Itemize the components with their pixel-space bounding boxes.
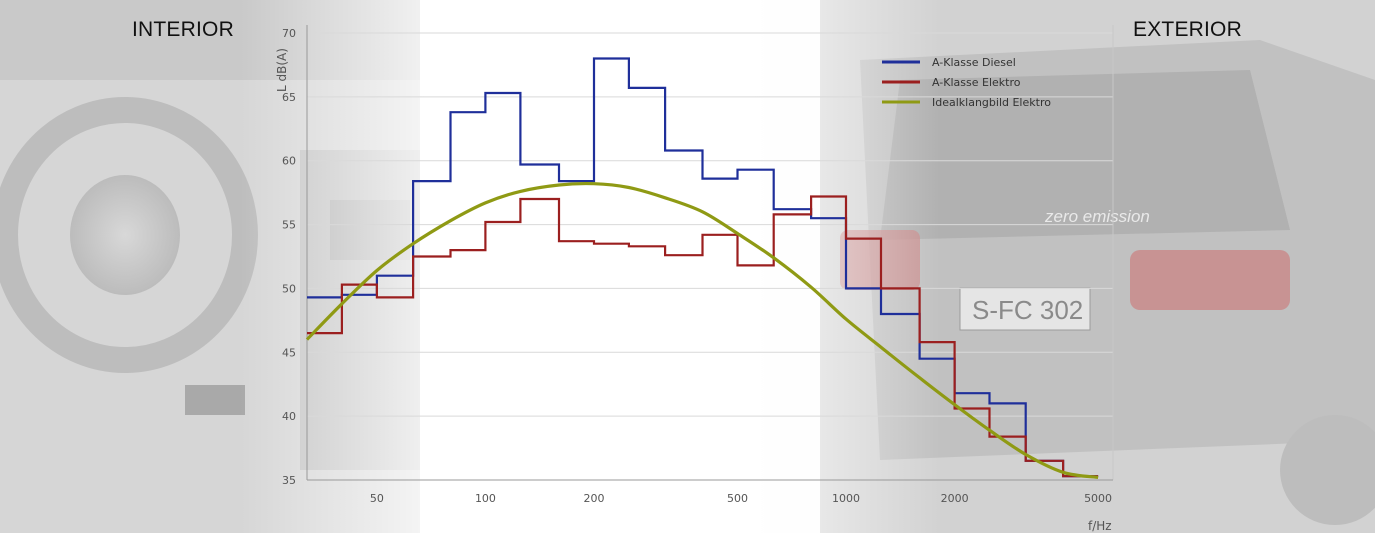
x-tick-label: 500 <box>727 492 748 505</box>
license-plate <box>959 287 1091 331</box>
y-tick-labels: 35 40 45 50 55 60 65 70 <box>282 27 296 487</box>
legend: A-Klasse Diesel A-Klasse Elektro Idealklan… <box>882 56 1051 109</box>
series-line-1 <box>307 57 1099 478</box>
svg-text:S-FC 302: S-FC 302 <box>972 295 1083 325</box>
series-lines <box>305 57 1099 479</box>
y-tick-label: 35 <box>282 474 296 487</box>
x-tick-label: 2000 <box>941 492 969 505</box>
x-axis-label: f/Hz <box>1088 519 1112 533</box>
y-axis-label: L dB(A) <box>275 48 289 92</box>
x-tick-labels: 50 100 200 500 1000 2000 5000 <box>370 492 1112 505</box>
legend-label: A-Klasse Elektro <box>932 76 1021 89</box>
x-tick-label: 100 <box>475 492 496 505</box>
x-tick-label: 50 <box>370 492 384 505</box>
series-line-2 <box>307 195 1099 478</box>
exterior-label: EXTERIOR <box>1133 18 1242 41</box>
y-tick-label: 55 <box>282 219 296 232</box>
series-line-3 <box>305 181 1099 479</box>
x-tick-label: 200 <box>583 492 604 505</box>
y-tick-label: 65 <box>282 91 296 104</box>
grid <box>307 32 1113 417</box>
x-tick-label: 5000 <box>1084 492 1112 505</box>
tail-light <box>1130 250 1290 310</box>
y-tick-label: 50 <box>282 282 296 295</box>
y-tick-label: 70 <box>282 27 296 40</box>
legend-label: A-Klasse Diesel <box>932 56 1016 69</box>
x-tick-label: 1000 <box>832 492 860 505</box>
svg-text:zero emission: zero emission <box>1044 207 1150 226</box>
interior-label: INTERIOR <box>132 18 234 41</box>
legend-label: Idealklangbild Elektro <box>932 96 1051 109</box>
y-tick-label: 40 <box>282 410 296 423</box>
y-tick-label: 60 <box>282 155 296 168</box>
y-tick-label: 45 <box>282 346 296 359</box>
